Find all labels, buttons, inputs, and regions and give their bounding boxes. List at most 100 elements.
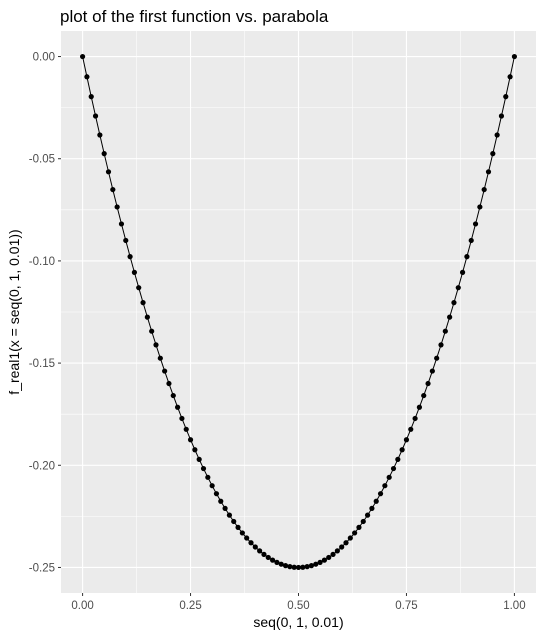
data-point (210, 483, 215, 488)
data-point (395, 457, 400, 462)
data-point (166, 381, 171, 386)
y-axis-title: f_real1(x = seq(0, 1, 0.01)) (6, 229, 22, 394)
data-point (84, 74, 89, 79)
data-point (490, 151, 495, 156)
data-point (503, 94, 508, 99)
data-point (374, 499, 379, 504)
y-tick-label: -0.25 (29, 562, 55, 574)
data-point (175, 405, 180, 410)
data-point (253, 544, 258, 549)
x-tick-label: 0.75 (395, 600, 417, 612)
data-point (378, 491, 383, 496)
data-point (214, 491, 219, 496)
data-point (110, 187, 115, 192)
data-point (149, 329, 154, 334)
data-point (179, 416, 184, 421)
data-point (369, 506, 374, 511)
data-point (434, 356, 439, 361)
data-point (283, 563, 288, 568)
data-point (171, 393, 176, 398)
y-tick-label: 0.00 (33, 52, 55, 64)
data-point (106, 169, 111, 174)
data-point (162, 368, 167, 373)
data-point (443, 329, 448, 334)
data-point (339, 544, 344, 549)
data-point (132, 270, 137, 275)
data-point (400, 447, 405, 452)
x-tick-label: 0.25 (179, 600, 201, 612)
data-point (456, 285, 461, 290)
data-point (326, 555, 331, 560)
data-point (235, 525, 240, 530)
data-point (222, 506, 227, 511)
x-tick-label: 1.00 (503, 600, 525, 612)
data-point (266, 555, 271, 560)
data-point (119, 221, 124, 226)
data-point (240, 530, 245, 535)
data-point (305, 564, 310, 569)
data-point (158, 356, 163, 361)
data-point (512, 54, 517, 59)
x-axis-title: seq(0, 1, 0.01) (253, 614, 343, 630)
data-point (361, 519, 366, 524)
y-tick-label: -0.10 (29, 256, 55, 268)
data-point (127, 254, 132, 259)
data-point (482, 187, 487, 192)
chart-title: plot of the first function vs. parabola (60, 7, 329, 26)
data-point (486, 169, 491, 174)
data-point (451, 300, 456, 305)
data-point (322, 558, 327, 563)
y-axis: 0.00 -0.05 -0.10 -0.15 -0.20 -0.25 (29, 52, 61, 575)
data-point (205, 475, 210, 480)
data-point (507, 74, 512, 79)
data-point (201, 466, 206, 471)
data-point (145, 315, 150, 320)
data-point (136, 285, 141, 290)
data-point (469, 238, 474, 243)
data-point (499, 113, 504, 118)
data-point (348, 535, 353, 540)
data-point (408, 427, 413, 432)
data-point (192, 447, 197, 452)
data-point (153, 342, 158, 347)
data-point (115, 204, 120, 209)
data-point (495, 132, 500, 137)
data-point (464, 254, 469, 259)
data-point (430, 368, 435, 373)
data-point (97, 132, 102, 137)
y-tick-label: -0.05 (29, 154, 55, 166)
data-point (477, 204, 482, 209)
y-tick-label: -0.20 (29, 460, 55, 472)
data-point (417, 405, 422, 410)
data-point (80, 54, 85, 59)
data-point (227, 513, 232, 518)
data-point (197, 457, 202, 462)
data-point (356, 525, 361, 530)
data-point (261, 552, 266, 557)
data-point (89, 94, 94, 99)
data-point (335, 548, 340, 553)
x-tick-label: 0.50 (287, 600, 309, 612)
data-point (330, 552, 335, 557)
data-point (352, 530, 357, 535)
data-point (365, 513, 370, 518)
data-point (218, 499, 223, 504)
x-tick-label: 0.00 (71, 600, 93, 612)
data-point (102, 151, 107, 156)
x-axis: 0.00 0.25 0.50 0.75 1.00 (71, 593, 525, 612)
data-point (248, 540, 253, 545)
y-tick-label: -0.15 (29, 358, 55, 370)
data-point (387, 475, 392, 480)
data-point (188, 437, 193, 442)
data-point (447, 315, 452, 320)
data-point (421, 393, 426, 398)
data-point (382, 483, 387, 488)
data-point (257, 548, 262, 553)
data-point (123, 238, 128, 243)
data-point (140, 300, 145, 305)
data-point (391, 466, 396, 471)
data-point (231, 519, 236, 524)
data-point (184, 427, 189, 432)
data-point (93, 113, 98, 118)
